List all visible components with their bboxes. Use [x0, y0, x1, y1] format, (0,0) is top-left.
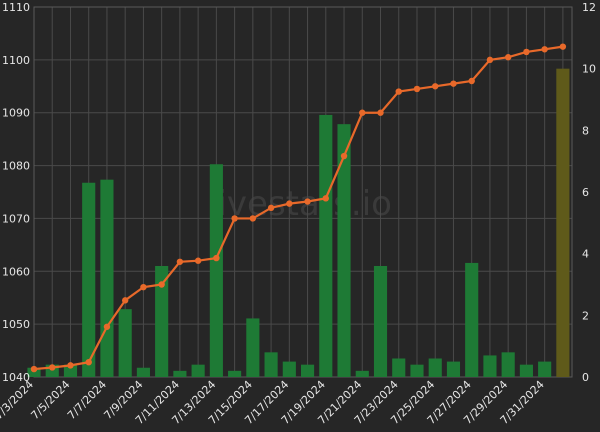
line-point — [395, 88, 402, 95]
left-tick-label: 1080 — [2, 160, 30, 173]
bar — [63, 364, 78, 377]
bar — [428, 358, 442, 377]
left-tick-label: 1050 — [2, 318, 30, 331]
line-point — [559, 43, 567, 50]
bar — [483, 355, 497, 377]
line-point — [286, 200, 293, 207]
line-point — [322, 195, 329, 202]
bar — [519, 364, 533, 377]
line-point — [340, 152, 348, 160]
left-tick-label: 1100 — [2, 54, 30, 67]
bar — [355, 370, 369, 377]
bar — [173, 370, 187, 377]
bar — [465, 262, 479, 377]
line-point — [30, 365, 38, 373]
bar — [209, 164, 223, 377]
bar — [118, 309, 132, 377]
line-point — [359, 109, 366, 116]
right-tick-label: 4 — [582, 248, 589, 261]
bar — [556, 68, 570, 378]
bar — [501, 352, 515, 377]
bar — [300, 364, 315, 377]
line-series — [33, 45, 564, 371]
bar — [319, 114, 333, 378]
left-tick-label: 1070 — [2, 212, 30, 225]
line-point — [432, 83, 439, 90]
bar — [191, 364, 205, 377]
line-point — [231, 215, 238, 222]
line-point — [176, 258, 184, 265]
bar — [264, 352, 278, 377]
line-point — [486, 56, 494, 64]
line-point — [541, 46, 548, 53]
line-layer — [30, 43, 567, 373]
left-tick-label: 1040 — [2, 371, 30, 384]
line-point — [267, 204, 275, 212]
bar — [373, 266, 388, 377]
bar — [410, 364, 424, 377]
right-tick-label: 6 — [582, 186, 589, 199]
left-tick-label: 1090 — [2, 107, 30, 120]
bar — [228, 370, 242, 377]
bar — [337, 124, 351, 378]
line-point — [249, 215, 257, 222]
right-tick-label: 12 — [582, 1, 596, 14]
bar-layer — [27, 68, 570, 378]
line-point — [413, 85, 421, 93]
line-point — [504, 54, 512, 61]
line-point — [213, 254, 220, 262]
line-point — [103, 323, 111, 330]
line-point — [121, 297, 129, 304]
bar — [155, 266, 169, 377]
right-tick-label: 8 — [582, 124, 589, 137]
left-tick-label: 1060 — [2, 265, 30, 278]
left-tick-label: 1110 — [2, 1, 30, 14]
line-point — [158, 281, 165, 288]
right-tick-label: 10 — [582, 63, 596, 76]
bar — [100, 179, 114, 377]
line-point — [67, 362, 74, 369]
line-point — [468, 77, 475, 85]
line-point — [304, 198, 311, 205]
bar — [246, 318, 260, 377]
right-tick-label: 2 — [582, 309, 589, 322]
line-point — [194, 257, 202, 264]
grid-layer — [33, 6, 573, 378]
right-tick-label: 0 — [582, 371, 589, 384]
line-point — [140, 283, 147, 291]
bar — [538, 361, 552, 377]
bar — [82, 182, 96, 377]
line-point — [523, 48, 530, 56]
bar — [136, 367, 150, 377]
x-tick-label: 7/7/2024 — [65, 378, 109, 422]
x-tick-label: 7/5/2024 — [28, 378, 72, 422]
bar — [282, 361, 296, 377]
bar — [392, 358, 406, 377]
bar — [446, 361, 461, 377]
bar — [27, 367, 41, 377]
line-point — [450, 80, 457, 87]
line-point — [85, 359, 92, 366]
line-point — [377, 109, 384, 116]
line-point — [49, 364, 56, 371]
